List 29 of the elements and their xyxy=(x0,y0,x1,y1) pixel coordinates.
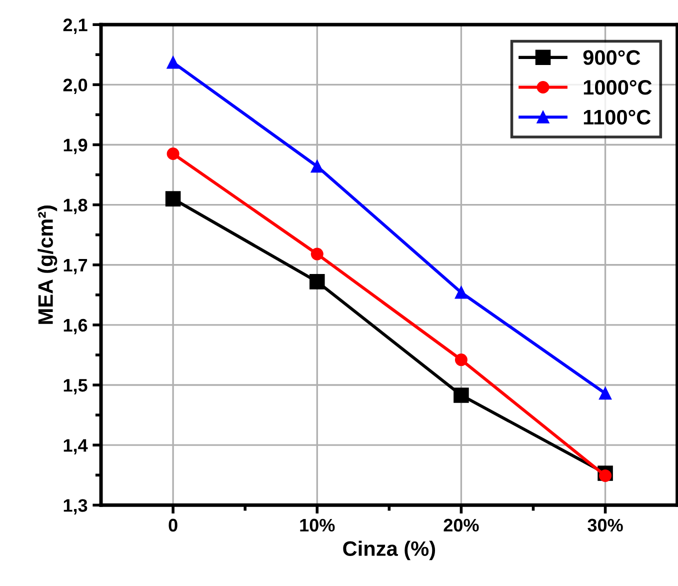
point xyxy=(165,191,181,206)
x-axis-title: Cinza (%) xyxy=(343,540,436,560)
legend-label: 1000°C xyxy=(584,80,652,95)
point xyxy=(309,274,325,290)
point xyxy=(599,387,612,400)
y-tick-label: 1,8 xyxy=(64,198,88,214)
y-tick-label: 1,9 xyxy=(64,138,88,154)
y-tick-label: 1,3 xyxy=(64,499,88,514)
y-tick-label: 2,1 xyxy=(63,18,88,34)
x-tick-label: 20% xyxy=(444,518,479,532)
point xyxy=(166,148,180,160)
legend-label: 1100°C xyxy=(584,110,651,125)
x-tick-label: 10% xyxy=(300,518,335,532)
x-tick-label: 0 xyxy=(168,518,178,532)
y-tick-label: 1,5 xyxy=(64,379,88,394)
point xyxy=(454,354,468,366)
y-tick-label: 1,4 xyxy=(64,439,88,454)
point xyxy=(599,469,612,482)
y-tick-label: 1,6 xyxy=(64,318,88,334)
x-tick-label: 30% xyxy=(588,518,623,532)
y-tick-label: 2,0 xyxy=(63,78,88,94)
point xyxy=(310,248,324,260)
point xyxy=(454,286,468,299)
y-axis-title: MEA (g/cm²) xyxy=(38,206,58,324)
point xyxy=(454,388,469,403)
point xyxy=(166,56,180,69)
legend-label: 900°C xyxy=(583,50,640,65)
point xyxy=(310,160,324,173)
y-tick-label: 1,7 xyxy=(64,258,88,274)
